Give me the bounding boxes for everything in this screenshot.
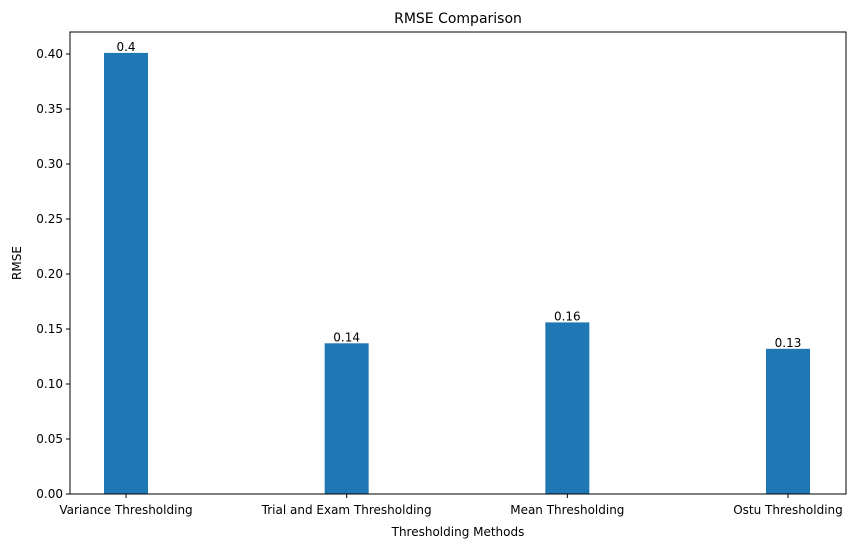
ticks-layer: Variance Thresholding Trial and Exam Thre…	[36, 47, 842, 517]
y-tick-label: 0.00	[36, 487, 63, 501]
bar	[766, 348, 810, 494]
x-tick-label: Trial and Exam Thresholding	[261, 503, 432, 517]
bar-value-label: 0.4	[116, 40, 135, 54]
chart-title: RMSE Comparison	[394, 11, 522, 27]
bar-value-label: 0.14	[333, 330, 360, 344]
plot-frame	[69, 31, 847, 495]
y-tick-label: 0.20	[36, 267, 63, 281]
x-axis-label: Thresholding Methods	[391, 525, 525, 539]
bar-value-label: 0.13	[775, 336, 802, 350]
x-tick-label: Mean Thresholding	[510, 503, 624, 517]
y-tick-label: 0.10	[36, 377, 63, 391]
bar-value-label: 0.16	[554, 309, 581, 323]
bar	[104, 52, 148, 495]
bar	[545, 322, 590, 494]
bars-layer: 0.4 0.14 0.16 0.13	[104, 40, 810, 495]
y-tick-label: 0.30	[36, 157, 63, 171]
y-tick-label: 0.35	[36, 102, 63, 116]
bar	[324, 343, 369, 494]
y-axis-label: RMSE	[10, 246, 24, 280]
x-tick-label: Ostu Thresholding	[733, 503, 843, 517]
y-tick-label: 0.40	[36, 47, 63, 61]
y-tick-label: 0.25	[36, 212, 63, 226]
x-tick-label: Variance Thresholding	[59, 503, 192, 517]
y-tick-label: 0.05	[36, 432, 63, 446]
y-tick-label: 0.15	[36, 322, 63, 336]
